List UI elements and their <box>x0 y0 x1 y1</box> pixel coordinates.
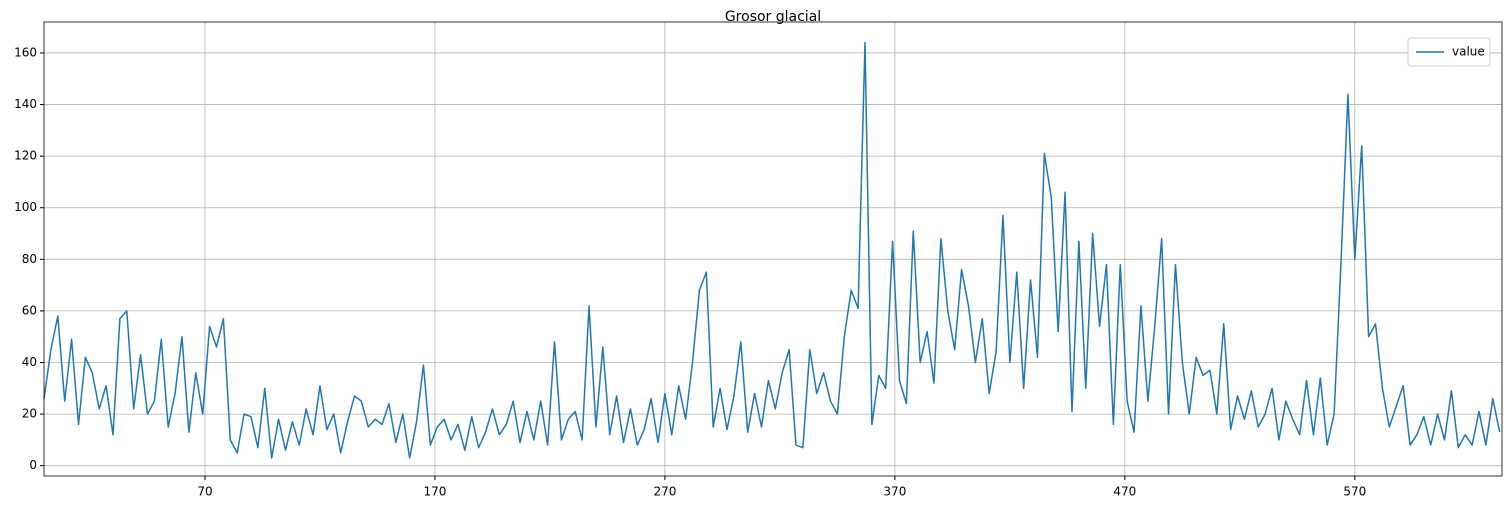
y-tick-label: 80 <box>22 252 37 266</box>
y-tick-label: 120 <box>14 149 37 163</box>
legend-box <box>1407 37 1491 67</box>
y-tick-label: 40 <box>22 355 37 369</box>
x-tick-label: 170 <box>423 485 446 499</box>
y-tick-label: 20 <box>22 407 37 421</box>
x-tick-label: 370 <box>883 485 906 499</box>
data-line <box>43 41 1501 459</box>
plot-frame <box>43 21 1503 477</box>
y-tick-label: 100 <box>14 200 37 214</box>
x-tick-label: 470 <box>1113 485 1136 499</box>
y-tick-label: 60 <box>22 303 37 317</box>
y-tick-label: 0 <box>29 458 37 472</box>
chart-title: Grosor glacial <box>725 9 821 25</box>
legend-label: value <box>1452 45 1485 59</box>
x-tick-label: 570 <box>1343 485 1366 499</box>
y-tick-label: 160 <box>14 45 37 59</box>
x-tick-label: 270 <box>653 485 676 499</box>
x-tick-label: 70 <box>197 485 212 499</box>
y-tick-label: 140 <box>14 97 37 111</box>
